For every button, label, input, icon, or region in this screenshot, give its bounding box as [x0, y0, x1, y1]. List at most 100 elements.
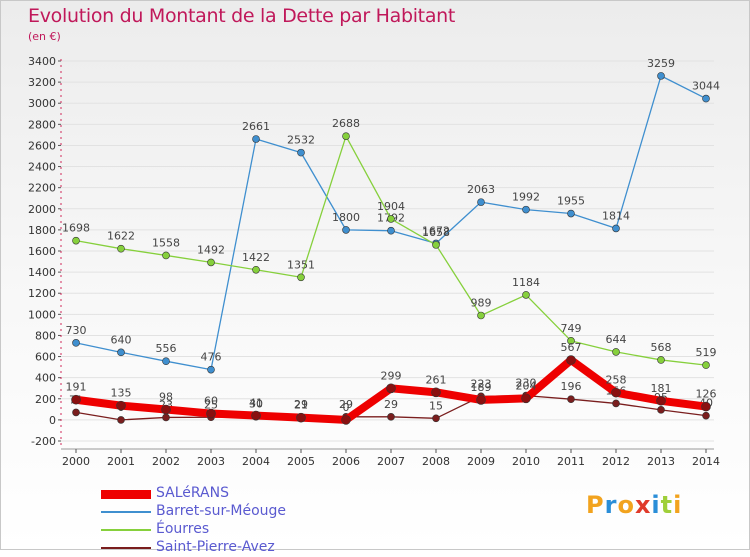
data-point — [612, 348, 620, 356]
legend-swatch — [101, 529, 151, 531]
data-point — [341, 415, 351, 425]
x-tick-label: 2001 — [107, 455, 135, 468]
data-label: 1814 — [602, 209, 630, 222]
y-tick-label: 600 — [35, 351, 56, 364]
data-point — [342, 226, 350, 234]
data-label: 181 — [651, 382, 672, 395]
data-label: 2688 — [332, 117, 360, 130]
x-tick-label: 2005 — [287, 455, 315, 468]
data-point — [702, 94, 710, 103]
data-label: 1184 — [512, 276, 540, 289]
legend-label: Saint-Pierre-Avez — [156, 539, 275, 555]
data-label: 1658 — [422, 226, 450, 239]
series-0: 191 135 98 60 41 21 0 299 261 189 204 567 258 181 126 — [66, 341, 717, 425]
data-label: 749 — [561, 322, 582, 335]
data-label: 189 — [471, 381, 492, 394]
data-label: 1422 — [242, 251, 270, 264]
data-label: 2532 — [287, 134, 315, 147]
x-tick-label: 2008 — [422, 455, 450, 468]
data-point — [567, 209, 575, 218]
y-tick-label: 2200 — [28, 182, 56, 195]
x-tick-label: 2013 — [647, 455, 675, 468]
data-point — [252, 265, 260, 274]
data-label: 556 — [156, 342, 177, 355]
data-point — [207, 258, 215, 267]
data-point — [702, 411, 710, 420]
legend-label: Éourres — [156, 521, 210, 537]
data-point — [251, 410, 261, 421]
data-point — [566, 355, 576, 365]
x-tick-label: 2000 — [62, 455, 90, 468]
y-tick-label: 1400 — [28, 266, 56, 279]
logo-letter: x — [634, 491, 652, 519]
data-point — [161, 404, 171, 415]
data-point — [72, 236, 80, 245]
y-tick-label: 2000 — [28, 203, 56, 216]
data-point — [477, 198, 485, 206]
data-point — [657, 406, 665, 414]
data-label: 41 — [249, 397, 263, 410]
y-tick-label: 1000 — [28, 308, 56, 321]
data-label: 21 — [294, 399, 308, 412]
data-point — [116, 400, 126, 411]
data-label: 2063 — [467, 183, 495, 196]
data-label: 29 — [339, 398, 353, 411]
data-point — [207, 365, 215, 374]
data-point — [297, 273, 305, 282]
data-label: 730 — [66, 324, 87, 337]
x-tick-label: 2004 — [242, 455, 270, 468]
data-label: 30 — [249, 398, 263, 411]
data-label: 1955 — [557, 195, 585, 208]
data-label: 1904 — [377, 200, 405, 213]
chart-legend: SALéRANS Barret-sur-Méouge Éourres Saint-Pi… — [101, 485, 341, 557]
data-label: 135 — [111, 387, 132, 400]
data-label: 126 — [696, 388, 717, 401]
data-label: 567 — [561, 341, 582, 354]
data-label: 1672 — [422, 224, 450, 237]
data-point — [386, 383, 396, 394]
data-label: 0 — [343, 401, 350, 414]
y-tick-label: -200 — [31, 435, 56, 448]
y-tick-label: 2800 — [28, 118, 56, 131]
data-label: 644 — [606, 333, 627, 346]
y-tick-label: 0 — [49, 414, 56, 427]
x-tick-label: 2009 — [467, 455, 495, 468]
data-point — [387, 413, 395, 421]
data-point — [342, 132, 350, 140]
legend-swatch — [101, 547, 151, 549]
data-point — [117, 416, 125, 424]
y-tick-label: 400 — [35, 372, 56, 385]
legend-swatch — [101, 511, 151, 513]
data-point — [432, 414, 440, 423]
data-label: 640 — [111, 333, 132, 346]
y-tick-label: 3200 — [28, 76, 56, 89]
data-label: 25 — [204, 398, 218, 411]
x-tick-label: 2010 — [512, 455, 540, 468]
data-point — [477, 311, 485, 320]
data-point — [162, 413, 170, 422]
data-label: 476 — [201, 351, 222, 364]
data-label: 261 — [426, 373, 447, 386]
data-point — [206, 408, 216, 419]
y-tick-label: 200 — [35, 393, 56, 406]
data-label: 1622 — [107, 230, 135, 243]
data-label: 29 — [384, 398, 398, 411]
data-point — [567, 395, 575, 404]
y-tick-label: 800 — [35, 329, 56, 342]
x-tick-label: 2011 — [557, 455, 585, 468]
data-label: 1558 — [152, 236, 180, 249]
data-point — [611, 387, 621, 398]
data-label: 519 — [696, 346, 717, 359]
legend-swatch — [101, 489, 151, 499]
x-tick-label: 2006 — [332, 455, 360, 468]
legend-item: Saint-Pierre-Avez — [101, 539, 341, 557]
data-label: 191 — [66, 381, 87, 394]
data-label: 15 — [429, 399, 443, 412]
series-1: 7306405564762661253218001792167220631992… — [66, 57, 720, 374]
data-point — [522, 291, 530, 299]
data-point — [431, 387, 441, 398]
data-label: 1992 — [512, 191, 540, 204]
data-label: 1698 — [62, 222, 90, 235]
data-point — [72, 339, 80, 347]
data-label: 29 — [294, 398, 308, 411]
